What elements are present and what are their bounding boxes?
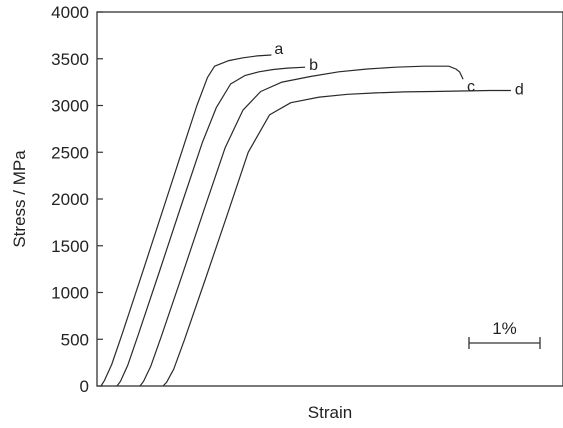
curve-label-a: a [274, 41, 283, 58]
y-tick-label: 4000 [51, 3, 89, 22]
curve-label-d: d [515, 82, 524, 99]
y-tick-label: 1500 [51, 237, 89, 256]
curves [100, 54, 511, 387]
curve-label-b: b [309, 57, 318, 74]
y-axis: 0 500 1000 1500 2000 2500 3000 3500 4000 [51, 3, 103, 396]
curve-label-c: c [467, 78, 475, 95]
scale-bar: 1% [468, 319, 541, 349]
y-tick-label: 3500 [51, 50, 89, 69]
x-axis-title: Strain [308, 403, 352, 422]
scale-bar-label: 1% [492, 319, 517, 338]
curve-d [162, 89, 511, 387]
y-axis-title: Stress / MPa [10, 150, 29, 248]
y-tick-label: 1000 [51, 284, 89, 303]
curve-c [139, 65, 464, 387]
y-tick-label: 3000 [51, 97, 89, 116]
y-tick-label: 0 [80, 377, 89, 396]
y-tick-label: 2000 [51, 190, 89, 209]
plot-frame [96, 11, 563, 387]
y-tick-label: 2500 [51, 143, 89, 162]
curve-labels: a b c d [274, 41, 523, 99]
curve-a [100, 54, 272, 387]
curve-b [116, 66, 306, 387]
y-tick-label: 500 [61, 330, 89, 349]
